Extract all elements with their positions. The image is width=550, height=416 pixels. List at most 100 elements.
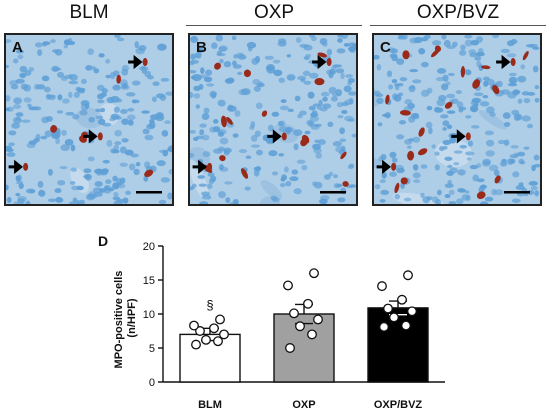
cell-nucleus [270, 195, 278, 201]
cell-nucleus [241, 88, 251, 96]
cell-nucleus [520, 64, 526, 70]
cell-nucleus [503, 139, 510, 146]
cell-nucleus [121, 138, 129, 143]
cell-nucleus [328, 71, 334, 79]
cell-nucleus [44, 130, 52, 138]
cell-nucleus [332, 141, 343, 147]
cell-nucleus [330, 95, 338, 102]
cell-nucleus [65, 111, 75, 116]
data-point [303, 298, 313, 309]
cell-nucleus [319, 198, 328, 204]
cell-nucleus [411, 115, 420, 120]
scale-bar [320, 191, 346, 194]
cell-nucleus [337, 38, 343, 43]
cell-nucleus [506, 53, 517, 58]
cell-nucleus [57, 179, 66, 186]
cell-nucleus [412, 79, 422, 84]
cell-nucleus [191, 183, 197, 188]
cell-nucleus [55, 138, 60, 145]
cell-nucleus [475, 36, 483, 43]
cell-nucleus [54, 188, 62, 194]
cell-nucleus [278, 77, 286, 83]
cell-nucleus [198, 183, 207, 187]
cell-nucleus [508, 76, 518, 84]
cell-nucleus [152, 96, 157, 103]
cell-nucleus [534, 190, 539, 197]
cell-nucleus [33, 138, 40, 143]
data-point [377, 281, 387, 292]
cell-nucleus [272, 59, 281, 64]
cell-nucleus [347, 81, 352, 86]
cell-nucleus [442, 127, 447, 131]
cell-nucleus [124, 149, 134, 156]
cell-nucleus [471, 125, 480, 129]
cell-nucleus [6, 39, 12, 43]
cell-nucleus [348, 163, 355, 168]
cell-nucleus [486, 78, 495, 86]
cell-nucleus [283, 166, 289, 173]
mpo-positive-cell [402, 50, 410, 60]
cell-nucleus [114, 35, 121, 39]
cell-nucleus [279, 182, 286, 188]
cell-nucleus [250, 134, 258, 142]
cell-nucleus [98, 53, 105, 58]
cell-nucleus [105, 58, 111, 64]
micrograph-image-a [6, 35, 172, 204]
cell-nucleus [6, 64, 10, 69]
cell-nucleus [330, 66, 337, 71]
cell-nucleus [197, 175, 205, 179]
cell-nucleus [96, 93, 104, 100]
cell-nucleus [208, 178, 215, 184]
cell-nucleus [453, 150, 463, 154]
cell-nucleus [6, 145, 13, 152]
cell-nucleus [532, 46, 540, 50]
cell-nucleus [218, 45, 228, 52]
cell-nucleus [202, 151, 211, 158]
cell-nucleus [60, 75, 68, 82]
cell-nucleus [347, 46, 356, 52]
cell-nucleus [112, 84, 121, 91]
cell-nucleus [83, 168, 92, 174]
mpo-positive-cell [240, 168, 249, 179]
cell-nucleus [466, 157, 472, 161]
cell-nucleus [507, 158, 514, 165]
cell-nucleus [143, 175, 149, 182]
stroma-patch [392, 192, 446, 204]
cell-nucleus [525, 43, 535, 48]
mpo-positive-cell [214, 62, 221, 70]
cell-nucleus [18, 182, 24, 190]
cell-nucleus [225, 197, 231, 204]
cell-nucleus [384, 112, 391, 119]
cell-nucleus [420, 61, 429, 68]
cell-nucleus [105, 74, 111, 79]
cell-nucleus [15, 78, 25, 84]
arrow-icon [128, 54, 143, 70]
cell-nucleus [144, 161, 151, 169]
cell-nucleus [273, 69, 283, 77]
cell-nucleus [87, 194, 98, 199]
y-axis-label-line-1: MPO-positive cells [113, 271, 125, 369]
stroma-patch [478, 109, 507, 130]
cell-nucleus [131, 80, 141, 86]
cell-nucleus [485, 106, 495, 114]
cell-nucleus [394, 83, 400, 87]
arrow-icon [267, 129, 282, 144]
cell-nucleus [209, 90, 217, 98]
cell-nucleus [102, 122, 112, 127]
cell-nucleus [215, 35, 223, 42]
mpo-positive-cell [340, 151, 347, 160]
cell-nucleus [68, 80, 79, 85]
cell-nucleus [389, 171, 397, 177]
data-point [213, 336, 223, 347]
cell-nucleus [113, 106, 120, 113]
group-rule-oxp-bvz [370, 25, 546, 26]
cell-nucleus [528, 181, 538, 186]
cell-nucleus [79, 199, 86, 204]
cell-nucleus [388, 84, 394, 90]
cell-nucleus [510, 145, 519, 149]
cell-nucleus [395, 164, 404, 172]
x-tick-label: OXP [292, 399, 315, 411]
cell-nucleus [532, 65, 539, 73]
cell-nucleus [79, 110, 88, 116]
cell-nucleus [254, 130, 261, 138]
